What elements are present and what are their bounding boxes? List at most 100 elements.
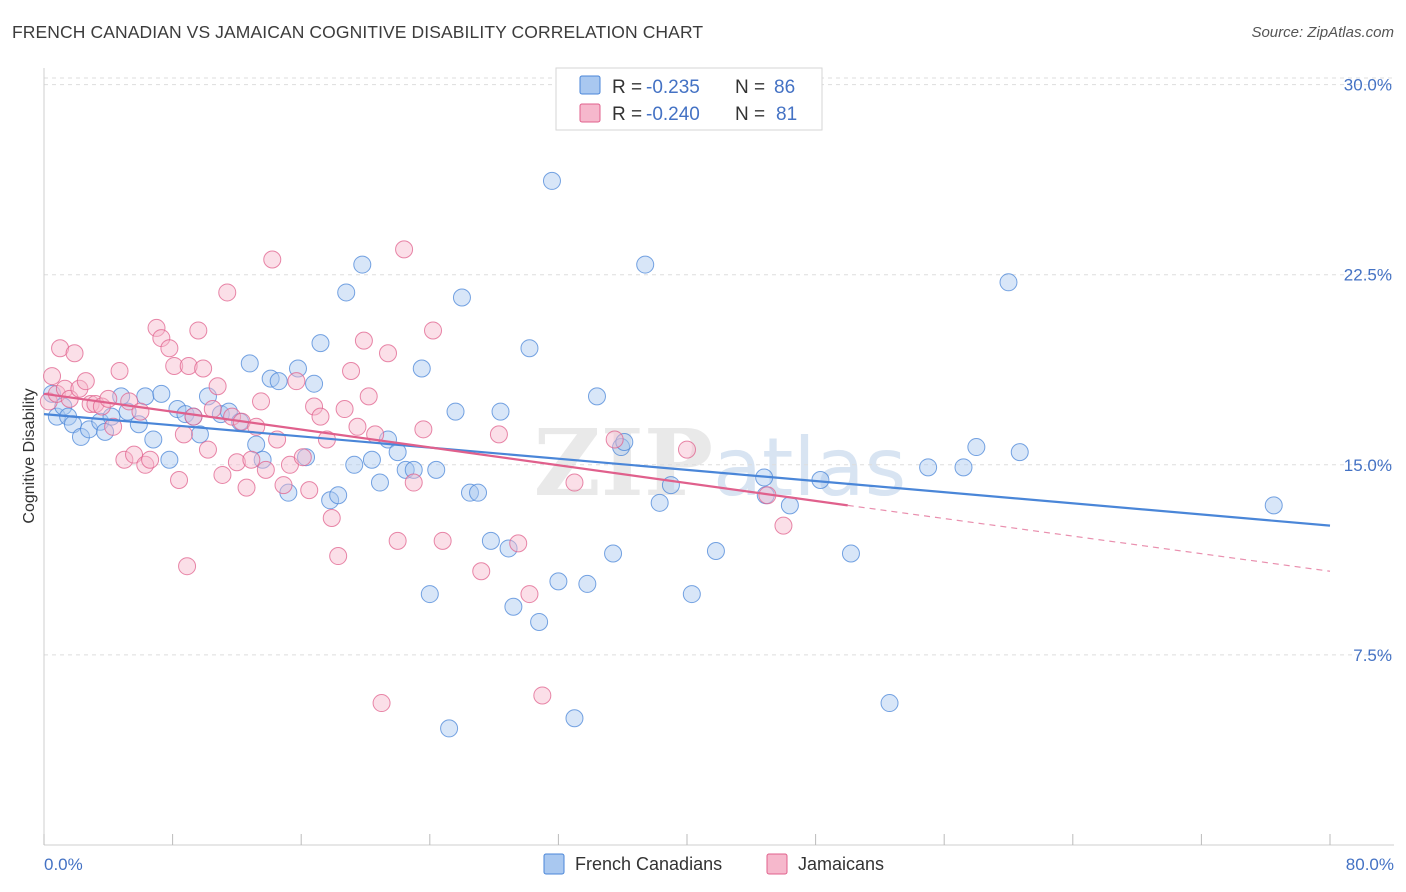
point-jamaicans xyxy=(170,471,189,490)
point-french-canadians xyxy=(190,425,209,444)
point-french-canadians xyxy=(337,283,356,302)
point-french-canadians xyxy=(305,374,324,393)
legend-r-label: R = xyxy=(612,77,642,98)
point-jamaicans xyxy=(372,694,391,713)
point-jamaicans xyxy=(335,400,354,419)
point-french-canadians xyxy=(1010,443,1029,462)
point-french-canadians xyxy=(587,387,606,406)
point-french-canadians xyxy=(491,402,510,421)
point-french-canadians xyxy=(152,384,171,403)
point-french-canadians xyxy=(780,496,799,515)
point-french-canadians xyxy=(636,255,655,274)
point-french-canadians xyxy=(481,531,500,550)
point-french-canadians xyxy=(269,372,288,391)
point-jamaicans xyxy=(76,372,95,391)
point-jamaicans xyxy=(520,585,539,604)
point-french-canadians xyxy=(967,438,986,457)
point-french-canadians xyxy=(650,493,669,512)
point-jamaicans xyxy=(213,465,232,484)
point-jamaicans xyxy=(198,440,217,459)
top-legend: R = -0.235 N = 86 R = -0.240 N = 81 xyxy=(555,67,823,131)
point-jamaicans xyxy=(179,356,198,375)
point-french-canadians xyxy=(954,458,973,477)
point-french-canadians xyxy=(682,585,701,604)
point-jamaicans xyxy=(160,339,179,358)
point-jamaicans xyxy=(174,425,193,444)
point-french-canadians xyxy=(427,460,446,479)
point-jamaicans xyxy=(311,407,330,426)
point-jamaicans xyxy=(348,417,367,436)
point-jamaicans xyxy=(293,448,312,467)
point-french-canadians xyxy=(880,694,899,713)
point-jamaicans xyxy=(305,397,324,416)
point-french-canadians xyxy=(520,339,539,358)
y-axis-title: Cognitive Disability xyxy=(21,388,38,523)
y-tick-label: 30.0% xyxy=(1344,76,1392,95)
point-jamaicans xyxy=(189,321,208,340)
point-jamaicans xyxy=(194,359,213,378)
legend-r-value: -0.240 xyxy=(646,104,700,125)
point-jamaicans xyxy=(274,476,293,495)
point-jamaicans xyxy=(263,250,282,269)
x-tick-label-max: 80.0% xyxy=(1346,855,1394,874)
point-jamaicans xyxy=(472,562,491,581)
point-french-canadians xyxy=(247,435,266,454)
legend-n-label: N = xyxy=(735,104,765,125)
y-tick-label: 15.0% xyxy=(1344,456,1392,475)
point-jamaicans xyxy=(65,344,84,363)
point-french-canadians xyxy=(362,450,381,469)
trend-line-french-canadians xyxy=(43,413,1331,527)
y-tick-label: 7.5% xyxy=(1353,646,1392,665)
point-jamaicans xyxy=(104,417,123,436)
point-jamaicans xyxy=(252,392,271,411)
point-jamaicans xyxy=(379,344,398,363)
point-jamaicans xyxy=(424,321,443,340)
point-french-canadians xyxy=(578,574,597,593)
point-jamaicans xyxy=(329,547,348,566)
trend-line-jamaicans-extrapolated xyxy=(847,504,1331,572)
point-jamaicans xyxy=(388,531,407,550)
point-french-canadians xyxy=(440,719,459,738)
point-french-canadians xyxy=(240,354,259,373)
point-jamaicans xyxy=(359,387,378,406)
watermark: ZIPatlas xyxy=(534,409,907,517)
series-french-canadians xyxy=(43,85,1283,738)
axes xyxy=(43,68,1394,846)
series-jamaicans xyxy=(39,240,793,713)
point-french-canadians xyxy=(841,544,860,563)
point-french-canadians xyxy=(420,585,439,604)
point-jamaicans xyxy=(141,450,160,469)
x-tick-marks xyxy=(43,834,1331,845)
point-jamaicans xyxy=(433,531,452,550)
x-tick-label-min: 0.0% xyxy=(44,855,83,874)
point-french-canadians xyxy=(311,334,330,353)
trend-line-jamaicans xyxy=(43,392,848,507)
point-jamaicans xyxy=(774,516,793,535)
y-tick-label: 22.5% xyxy=(1344,266,1392,285)
point-french-canadians xyxy=(612,438,631,457)
point-french-canadians xyxy=(446,402,465,421)
point-french-canadians xyxy=(542,171,561,190)
point-jamaicans xyxy=(509,534,528,553)
point-french-canadians xyxy=(345,455,364,474)
chart-title: FRENCH CANADIAN VS JAMAICAN COGNITIVE DI… xyxy=(12,22,704,42)
y-tick-labels: 7.5% 15.0% 22.5% 30.0% xyxy=(1344,76,1392,665)
point-jamaicans xyxy=(237,478,256,497)
bottom-legend-swatch-french-canadians xyxy=(543,853,565,875)
legend-swatch-french-canadians xyxy=(579,75,601,95)
point-jamaicans xyxy=(414,420,433,439)
point-french-canadians xyxy=(1264,496,1283,515)
legend-n-label: N = xyxy=(735,77,765,98)
bottom-legend-label-jamaicans: Jamaicans xyxy=(798,854,884,874)
point-french-canadians xyxy=(499,539,518,558)
point-jamaicans xyxy=(178,557,197,576)
point-jamaicans xyxy=(342,362,361,381)
point-jamaicans xyxy=(489,425,508,444)
bottom-legend-label-french-canadians: French Canadians xyxy=(575,854,722,874)
legend-n-value: 86 xyxy=(774,77,795,98)
point-jamaicans xyxy=(605,430,624,449)
point-jamaicans xyxy=(322,509,341,528)
point-french-canadians xyxy=(160,450,179,469)
point-jamaicans xyxy=(208,377,227,396)
